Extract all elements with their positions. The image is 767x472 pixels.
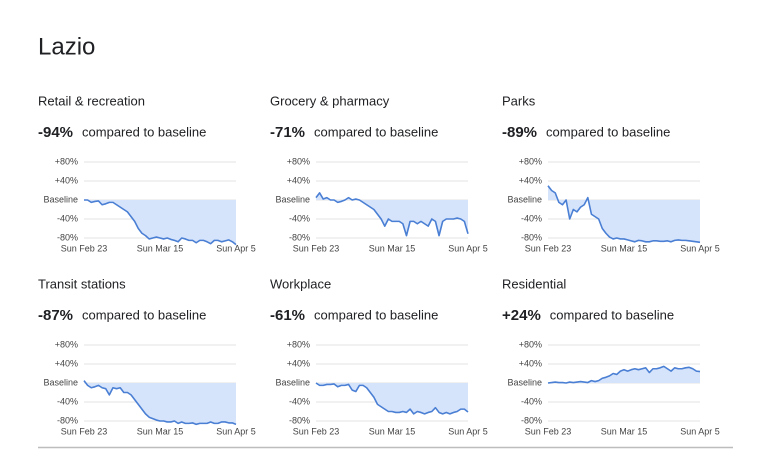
y-tick-label: +80% xyxy=(519,339,542,349)
headline: -94% xyxy=(38,124,73,141)
page-title: Lazio xyxy=(38,33,95,60)
y-tick-label: -40% xyxy=(57,396,78,406)
y-tick-label: -40% xyxy=(289,396,310,406)
y-tick-label: -40% xyxy=(521,213,542,223)
line xyxy=(84,199,237,246)
y-tick-label: Baseline xyxy=(43,377,78,387)
y-tick-label: -80% xyxy=(57,232,78,242)
y-tick-label: -40% xyxy=(521,396,542,406)
y-tick-label: +80% xyxy=(287,156,310,166)
x-tick-label: Sun Feb 23 xyxy=(61,426,108,436)
headline-caption: compared to baseline xyxy=(314,124,438,139)
y-tick-label: -80% xyxy=(289,415,310,425)
x-tick-label: Sun Feb 23 xyxy=(525,243,572,253)
x-tick-label: Sun Feb 23 xyxy=(61,243,108,253)
line xyxy=(315,192,469,237)
headline-caption: compared to baseline xyxy=(314,307,438,322)
area xyxy=(548,366,700,383)
y-tick-label: +40% xyxy=(55,358,78,368)
area xyxy=(84,380,236,425)
x-tick-label: Sun Feb 23 xyxy=(293,243,340,253)
y-tick-label: +80% xyxy=(55,339,78,349)
x-tick-label: Sun Mar 15 xyxy=(369,243,416,253)
y-tick-label: -80% xyxy=(289,232,310,242)
x-tick-label: Sun Feb 23 xyxy=(293,426,340,436)
headline-caption: compared to baseline xyxy=(82,307,206,322)
headline: -61% xyxy=(270,307,305,324)
y-tick-label: +80% xyxy=(519,156,542,166)
y-tick-label: +80% xyxy=(55,156,78,166)
headline: -89% xyxy=(502,124,537,141)
y-tick-label: Baseline xyxy=(507,194,542,204)
x-tick-label: Sun Apr 5 xyxy=(448,426,488,436)
y-tick-label: +80% xyxy=(287,339,310,349)
headline-caption: compared to baseline xyxy=(82,124,206,139)
panel-title: Grocery & pharmacy xyxy=(270,93,390,108)
y-tick-label: -40% xyxy=(57,213,78,223)
x-tick-label: Sun Mar 15 xyxy=(137,426,184,436)
panel-title: Residential xyxy=(502,276,566,291)
panel-title: Transit stations xyxy=(38,276,126,291)
x-tick-label: Sun Apr 5 xyxy=(216,426,256,436)
headline: +24% xyxy=(502,307,541,324)
y-tick-label: +40% xyxy=(55,175,78,185)
line xyxy=(547,185,701,244)
x-tick-label: Sun Apr 5 xyxy=(680,243,720,253)
y-tick-label: -80% xyxy=(521,232,542,242)
y-tick-label: Baseline xyxy=(507,377,542,387)
y-tick-label: Baseline xyxy=(43,194,78,204)
y-tick-label: -80% xyxy=(57,415,78,425)
x-tick-label: Sun Apr 5 xyxy=(680,426,720,436)
line xyxy=(83,380,237,426)
x-tick-label: Sun Mar 15 xyxy=(137,243,184,253)
y-tick-label: +40% xyxy=(287,358,310,368)
panel-title: Workplace xyxy=(270,276,331,291)
y-tick-label: +40% xyxy=(519,175,542,185)
area xyxy=(316,192,468,236)
y-tick-label: Baseline xyxy=(275,194,310,204)
y-tick-label: -40% xyxy=(289,213,310,223)
y-tick-label: +40% xyxy=(287,175,310,185)
headline-caption: compared to baseline xyxy=(546,124,670,139)
y-tick-label: +40% xyxy=(519,358,542,368)
x-tick-label: Sun Mar 15 xyxy=(601,426,648,436)
headline: -71% xyxy=(270,124,305,141)
y-tick-label: -80% xyxy=(521,415,542,425)
area xyxy=(84,200,236,245)
area xyxy=(316,383,468,414)
x-tick-label: Sun Apr 5 xyxy=(216,243,256,253)
headline-caption: compared to baseline xyxy=(550,307,674,322)
x-tick-label: Sun Apr 5 xyxy=(448,243,488,253)
y-tick-label: Baseline xyxy=(275,377,310,387)
x-tick-label: Sun Mar 15 xyxy=(601,243,648,253)
x-tick-label: Sun Feb 23 xyxy=(525,426,572,436)
panel-title: Parks xyxy=(502,93,536,108)
x-tick-label: Sun Mar 15 xyxy=(369,426,416,436)
area xyxy=(548,185,700,243)
headline: -87% xyxy=(38,307,73,324)
panel-title: Retail & recreation xyxy=(38,93,145,108)
line xyxy=(547,365,701,384)
line xyxy=(315,382,469,415)
